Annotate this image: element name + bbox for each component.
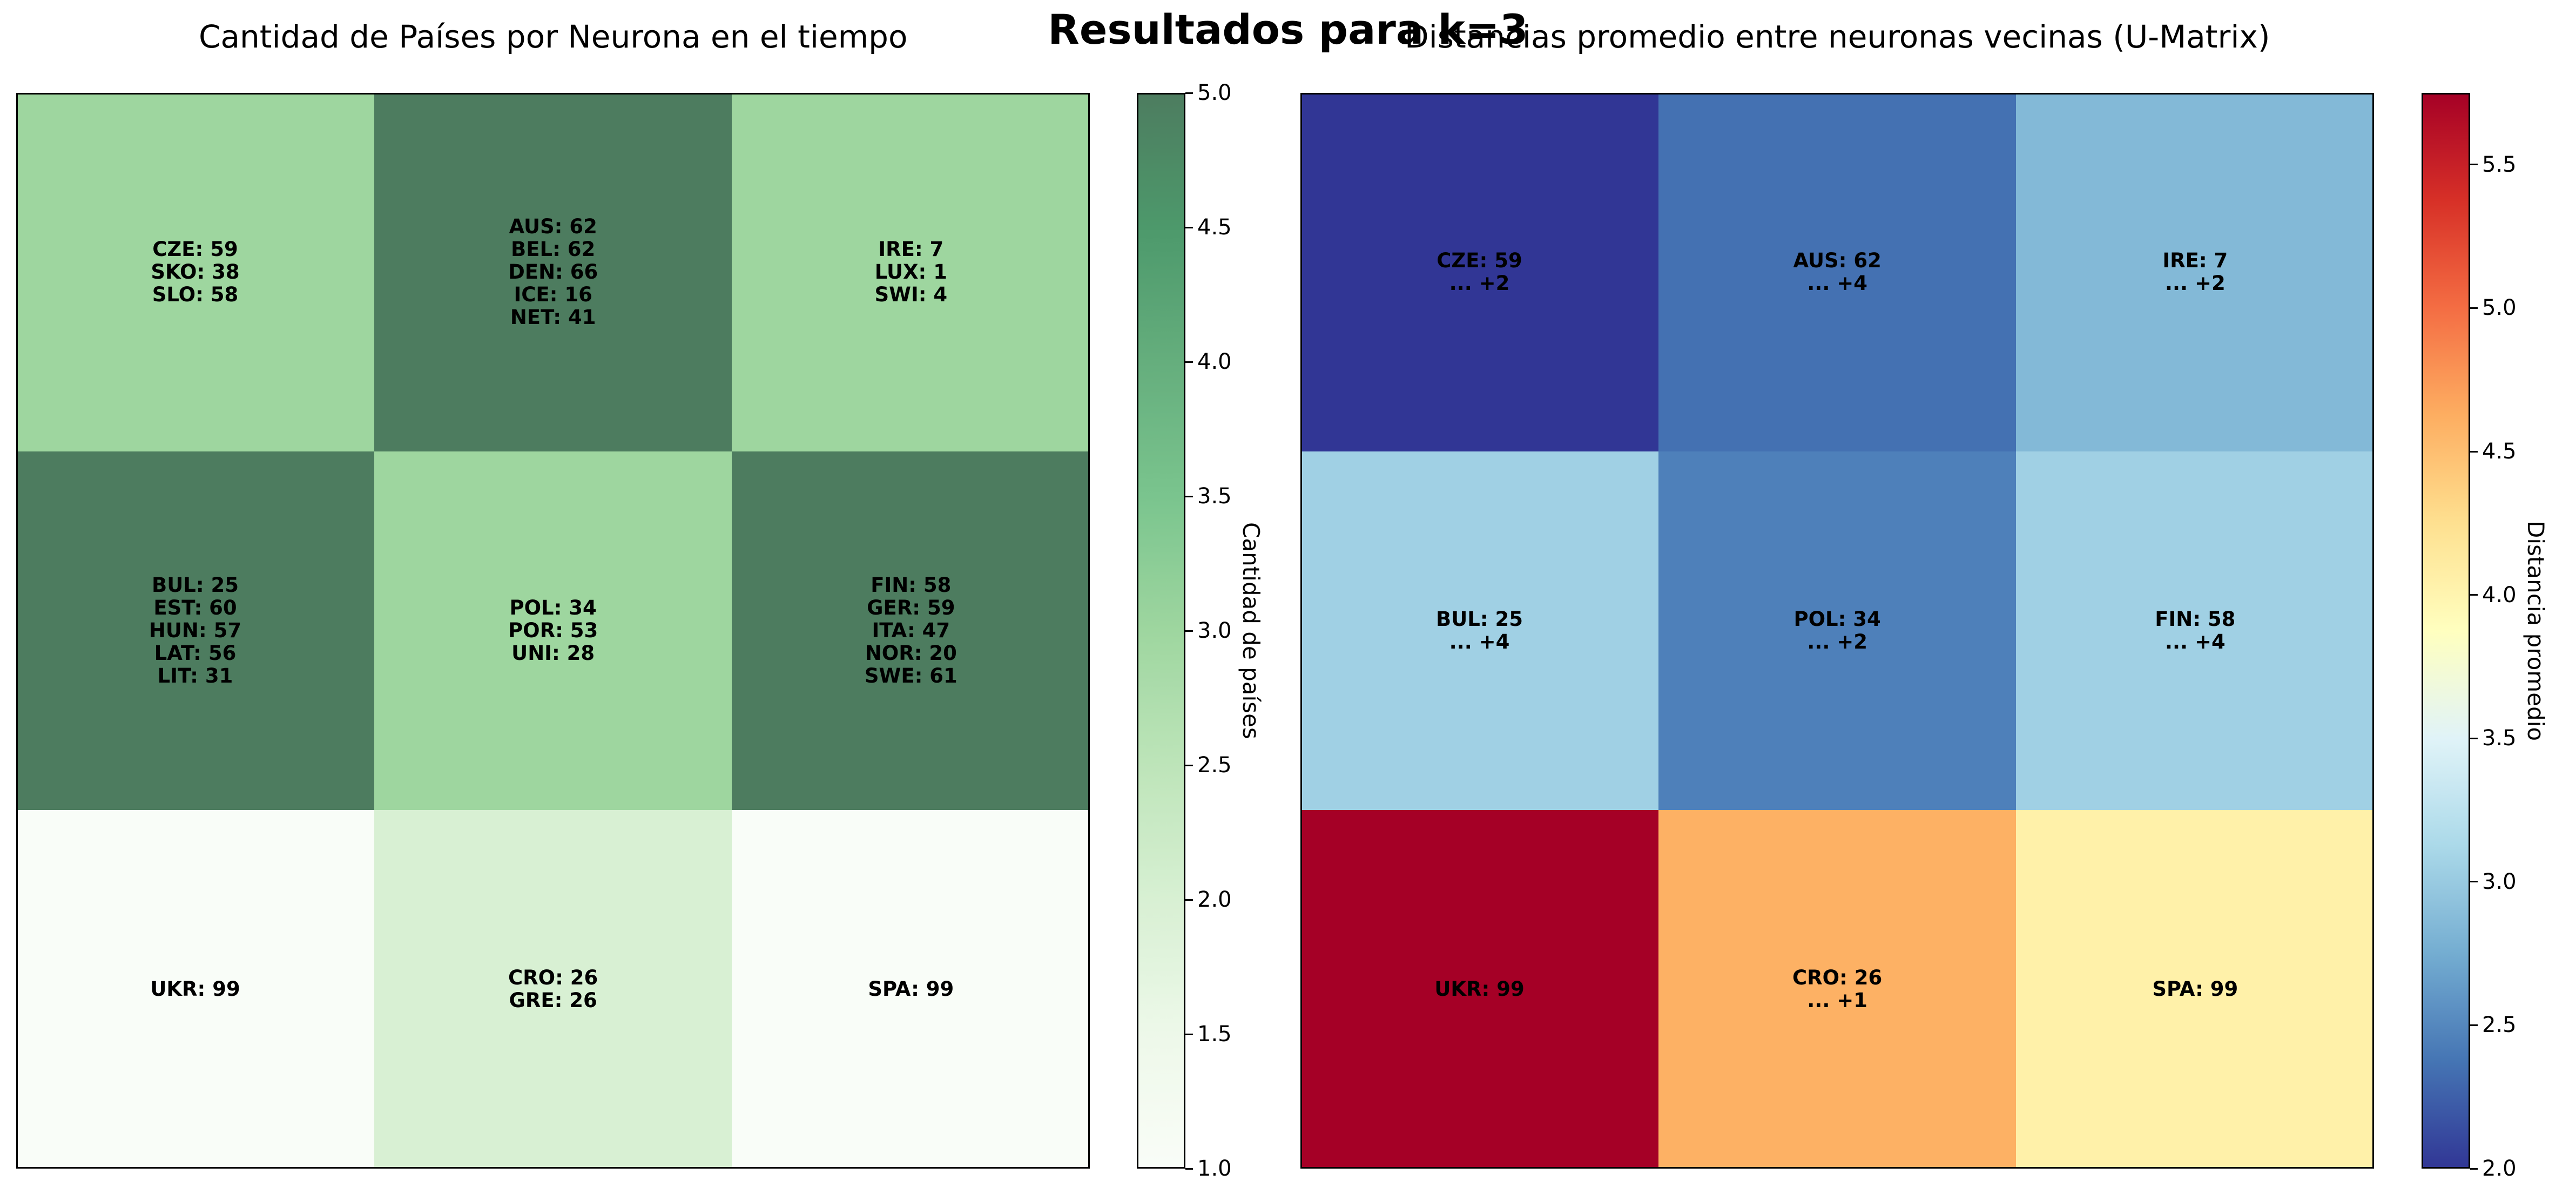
- colorbar-frame: [1137, 93, 1185, 1169]
- heatmap-cell: BUL: 25 ... +4: [1300, 451, 1658, 810]
- heatmap-cell: UKR: 99: [16, 810, 374, 1169]
- heatmap-cell: FIN: 58 GER: 59 ITA: 47 NOR: 20 SWE: 61: [732, 451, 1090, 810]
- heatmap-cell: IRE: 7 ... +2: [2016, 93, 2375, 451]
- colorbar-tick: [2470, 1024, 2478, 1026]
- colorbar-tick: [1185, 1168, 1193, 1170]
- colorbar-tick-label: 2.5: [1197, 753, 1232, 778]
- colorbar-tick: [1185, 630, 1193, 632]
- cell-label: UKR: 99: [1434, 977, 1525, 1001]
- heatmap-cell: CZE: 59 ... +2: [1300, 93, 1658, 451]
- heatmap-cell: BUL: 25 EST: 60 HUN: 57 LAT: 56 LIT: 31: [16, 451, 374, 810]
- heatmap-cell: IRE: 7 LUX: 1 SWI: 4: [732, 93, 1090, 451]
- cell-label: UKR: 99: [150, 977, 240, 1001]
- cell-label: CRO: 26 ... +1: [1792, 966, 1883, 1012]
- heatmap-cell: AUS: 62 ... +4: [1658, 93, 2017, 451]
- figure-suptitle: Resultados para k=3: [1048, 5, 1528, 53]
- cell-label: SPA: 99: [868, 977, 954, 1001]
- cell-label: POL: 34 POR: 53 UNI: 28: [508, 596, 598, 665]
- colorbar-tick-label: 2.0: [1197, 887, 1232, 912]
- colorbar-tick-label: 3.5: [2482, 726, 2517, 751]
- colorbar-tick: [1185, 764, 1193, 766]
- left-heatmap-frame: [16, 93, 1090, 1169]
- colorbar-tick-label: 5.0: [1197, 80, 1232, 105]
- colorbar-tick-label: 2.0: [2482, 1156, 2517, 1181]
- cell-label: BUL: 25 ... +4: [1436, 608, 1523, 653]
- cell-label: POL: 34 ... +2: [1793, 608, 1881, 653]
- colorbar-tick-label: 5.5: [2482, 152, 2517, 177]
- heatmap-cell: UKR: 99: [1300, 810, 1658, 1169]
- heatmap-cell: AUS: 62 BEL: 62 DEN: 66 ICE: 16 NET: 41: [374, 93, 732, 451]
- colorbar-tick-label: 3.0: [2482, 869, 2517, 894]
- cell-label: FIN: 58 ... +4: [2155, 608, 2236, 653]
- left-colorbar: [1137, 93, 1185, 1169]
- colorbar-tick: [2470, 594, 2478, 596]
- colorbar-tick: [2470, 307, 2478, 309]
- colorbar-tick-label: 4.0: [1197, 349, 1232, 374]
- colorbar-tick-label: 3.0: [1197, 618, 1232, 643]
- colorbar-tick: [2470, 737, 2478, 739]
- cell-label: BUL: 25 EST: 60 HUN: 57 LAT: 56 LIT: 31: [149, 573, 242, 687]
- colorbar-tick: [1185, 361, 1193, 363]
- cell-label: IRE: 7 LUX: 1 SWI: 4: [874, 238, 948, 306]
- colorbar-tick-label: 4.5: [2482, 439, 2517, 464]
- cell-label: CZE: 59 ... +2: [1437, 249, 1522, 295]
- colorbar-tick: [2470, 164, 2478, 166]
- heatmap-cell: SPA: 99: [732, 810, 1090, 1169]
- cell-label: AUS: 62 ... +4: [1793, 249, 1882, 295]
- heatmap-cell: CRO: 26 GRE: 26: [374, 810, 732, 1169]
- colorbar-tick: [1185, 226, 1193, 228]
- colorbar-tick-label: 4.5: [1197, 215, 1232, 240]
- colorbar-tick: [2470, 450, 2478, 453]
- colorbar-tick: [1185, 92, 1193, 94]
- cell-label: FIN: 58 GER: 59 ITA: 47 NOR: 20 SWE: 61: [864, 573, 957, 687]
- heatmap-cell: POL: 34 POR: 53 UNI: 28: [374, 451, 732, 810]
- colorbar-tick: [2470, 1168, 2478, 1170]
- cell-label: SPA: 99: [2152, 977, 2238, 1001]
- colorbar-tick: [1185, 1033, 1193, 1035]
- right-heatmap-frame: [1300, 93, 2374, 1169]
- colorbar-tick-label: 5.0: [2482, 295, 2517, 321]
- colorbar-frame: [2422, 93, 2470, 1169]
- cell-label: CZE: 59 SKO: 38 SLO: 58: [151, 238, 240, 306]
- right-colorbar: [2422, 93, 2470, 1169]
- colorbar-tick: [2470, 881, 2478, 883]
- left-colorbar-label: Cantidad de países: [1238, 522, 1264, 739]
- colorbar-tick: [1185, 899, 1193, 901]
- heatmap-cell: FIN: 58 ... +4: [2016, 451, 2375, 810]
- colorbar-tick-label: 4.0: [2482, 582, 2517, 608]
- heatmap-cell: CRO: 26 ... +1: [1658, 810, 2017, 1169]
- colorbar-tick-label: 1.0: [1197, 1156, 1232, 1181]
- colorbar-tick-label: 3.5: [1197, 484, 1232, 509]
- heatmap-cell: SPA: 99: [2016, 810, 2375, 1169]
- right-colorbar-label: Distancia promedio: [2523, 521, 2549, 741]
- left-chart-title: Cantidad de Países por Neurona en el tie…: [199, 18, 908, 55]
- heatmap-cell: CZE: 59 SKO: 38 SLO: 58: [16, 93, 374, 451]
- cell-label: AUS: 62 BEL: 62 DEN: 66 ICE: 16 NET: 41: [508, 215, 598, 329]
- cell-label: IRE: 7 ... +2: [2162, 249, 2228, 295]
- colorbar-tick-label: 2.5: [2482, 1013, 2517, 1038]
- right-chart-title: Distancias promedio entre neuronas vecin…: [1405, 18, 2270, 55]
- heatmap-cell: POL: 34 ... +2: [1658, 451, 2017, 810]
- cell-label: CRO: 26 GRE: 26: [508, 966, 598, 1012]
- colorbar-tick: [1185, 495, 1193, 497]
- colorbar-tick-label: 1.5: [1197, 1022, 1232, 1047]
